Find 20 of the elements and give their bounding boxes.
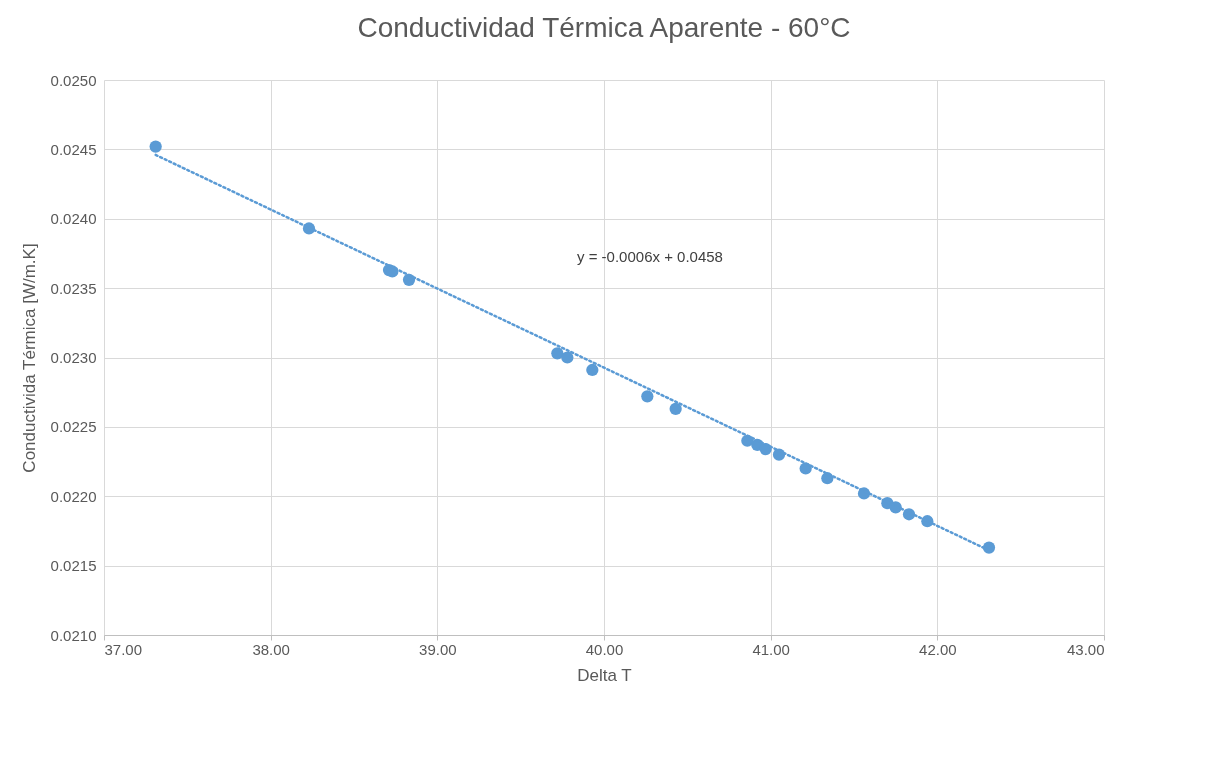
y-tick-label: 0.0210 xyxy=(50,626,97,644)
y-tick-label: 0.0240 xyxy=(50,210,97,228)
x-tick-label: 39.00 xyxy=(419,640,457,658)
y-tick-label: 0.0245 xyxy=(50,140,97,158)
y-tick-label: 0.0235 xyxy=(50,279,97,297)
y-tick-label: 0.0225 xyxy=(50,418,97,436)
y-tick-label: 0.0220 xyxy=(50,487,97,505)
y-tick-label: 0.0230 xyxy=(50,349,97,366)
x-tick-label: 41.00 xyxy=(752,640,790,658)
y-axis-title: Conductivida Térmica [W/m.K] xyxy=(19,243,39,473)
y-tick-label: 0.0215 xyxy=(50,557,97,575)
x-tick-label: 42.00 xyxy=(919,640,957,658)
x-axis-title: Delta T xyxy=(577,665,632,685)
x-tick-label: 40.00 xyxy=(585,640,624,658)
x-tick-label: 38.00 xyxy=(252,640,290,658)
annotation: y = -0.0006x + 0.0458 xyxy=(577,248,723,265)
chart-title: Conductividad Térmica Aparente - 60°C xyxy=(357,12,851,43)
x-tick-label: 37.00 xyxy=(104,640,143,658)
y-tick-label: 0.0250 xyxy=(50,71,97,89)
x-tick-label: 43.00 xyxy=(1066,640,1105,658)
